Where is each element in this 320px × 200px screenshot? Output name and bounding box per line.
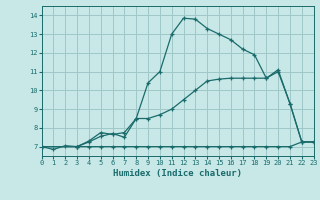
X-axis label: Humidex (Indice chaleur): Humidex (Indice chaleur) <box>113 169 242 178</box>
